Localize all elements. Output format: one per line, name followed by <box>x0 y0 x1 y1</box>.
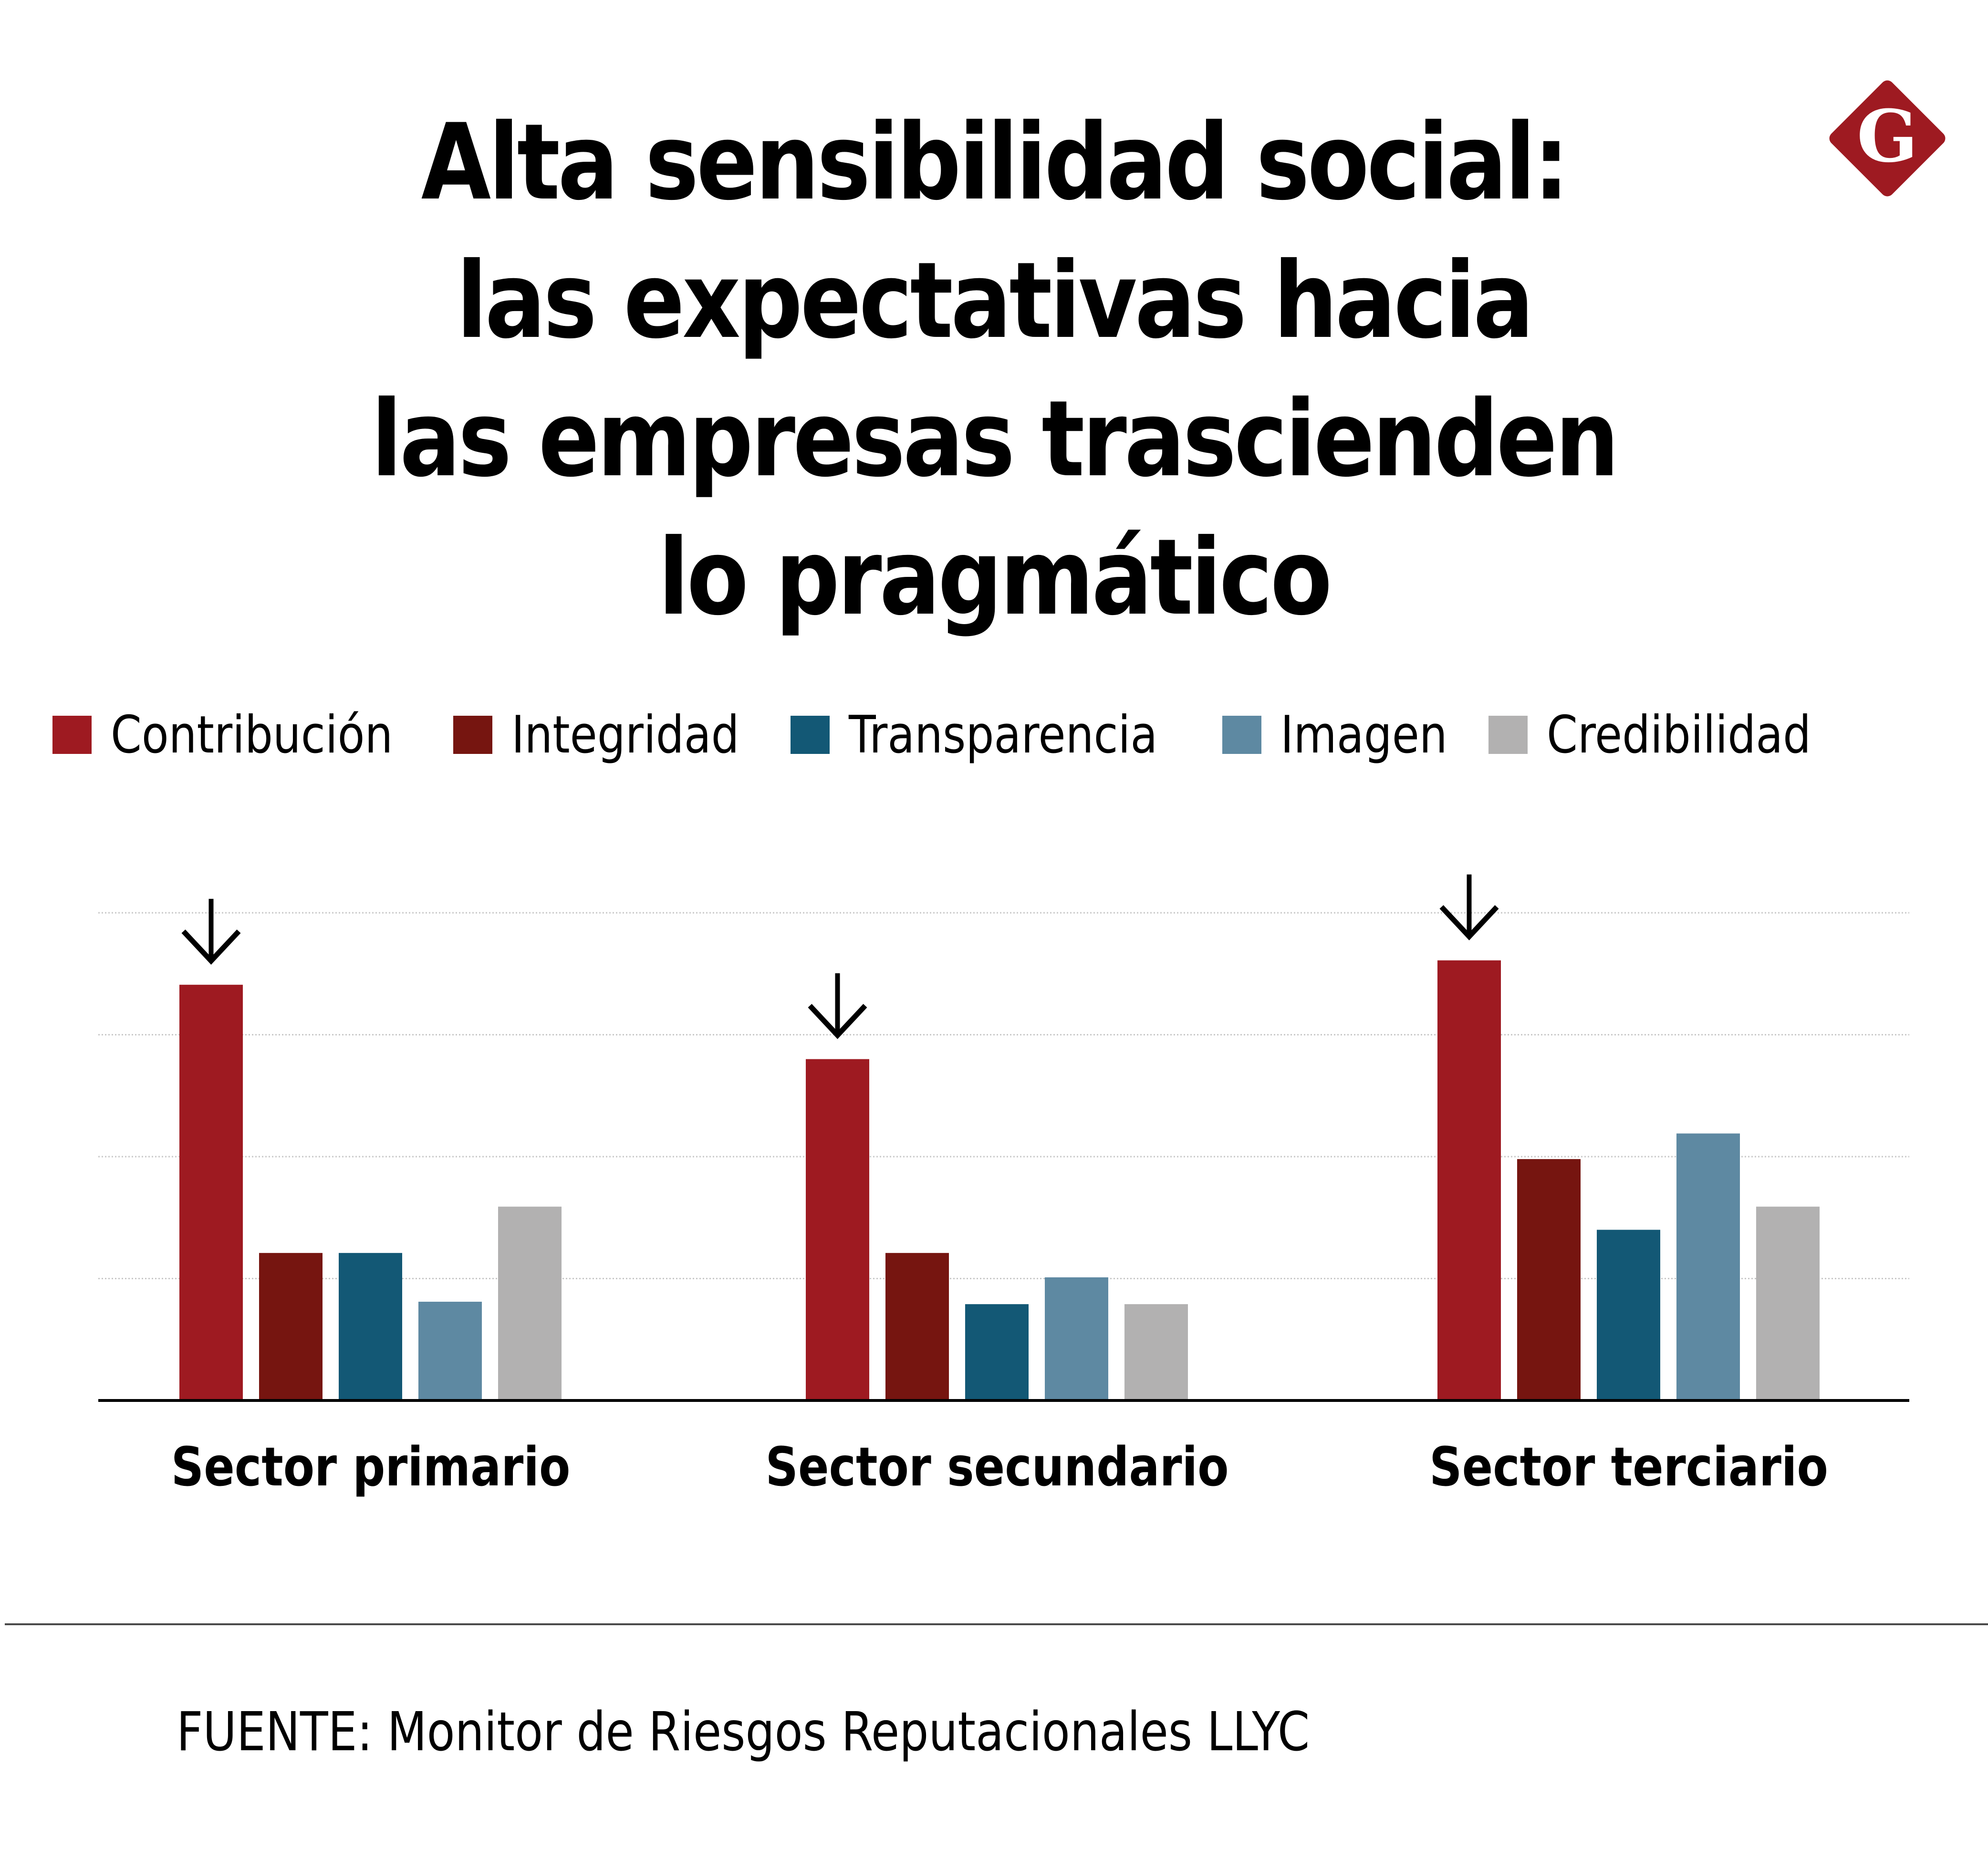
title-line-3: las empresas trascienden <box>371 378 1619 500</box>
legend-label: Integridad <box>511 705 739 765</box>
logo-diamond <box>1829 80 1946 197</box>
legend-item-contribucion: Contribución <box>52 705 420 765</box>
chart-legend: Contribución Integridad Transparencia Im… <box>52 705 1869 765</box>
legend-item-imagen: Imagen <box>1222 705 1456 765</box>
legend-swatch <box>52 716 92 754</box>
legend-item-integridad: Integridad <box>453 705 757 765</box>
bar <box>259 1253 323 1400</box>
category-label-sector-secundario: Sector secundario <box>765 1436 1229 1498</box>
bar <box>418 1302 482 1400</box>
legend-label: Contribución <box>111 705 393 765</box>
legend-swatch <box>1222 716 1261 754</box>
legend-label: Imagen <box>1280 705 1447 765</box>
legend-swatch <box>453 716 492 754</box>
bar <box>965 1304 1029 1400</box>
bar <box>339 1253 402 1400</box>
bar <box>1597 1230 1660 1400</box>
legend-swatch <box>1488 716 1528 754</box>
bar <box>1676 1133 1740 1400</box>
title-line-1: Alta sensibilidad social: <box>421 101 1570 223</box>
legend-item-credibilidad: Credibilidad <box>1488 705 1835 765</box>
bar <box>1045 1277 1108 1400</box>
bar <box>179 984 243 1400</box>
legend-swatch <box>790 716 830 754</box>
category-label-sector-terciario: Sector terciario <box>1429 1436 1828 1498</box>
down-arrow-icon <box>181 898 241 965</box>
bar <box>1517 1159 1581 1400</box>
down-arrow-icon <box>1439 874 1499 940</box>
bar <box>1756 1206 1820 1400</box>
brand-logo-icon: G <box>1829 80 1946 197</box>
footer-divider <box>5 1623 1988 1625</box>
chart-title: Alta sensibilidad social: las expectativ… <box>139 93 1849 647</box>
bar <box>1437 960 1501 1400</box>
legend-label: Credibilidad <box>1547 705 1811 765</box>
title-line-2: las expectativas hacia <box>456 240 1534 362</box>
legend-label: Transparencia <box>848 705 1158 765</box>
title-line-4: lo pragmático <box>658 516 1332 638</box>
bar <box>1124 1304 1188 1400</box>
bar <box>806 1059 869 1400</box>
category-label-sector-primario: Sector primario <box>171 1436 570 1498</box>
source-note: FUENTE: Monitor de Riesgos Reputacionale… <box>177 1701 1310 1763</box>
bar <box>885 1253 949 1400</box>
bar <box>498 1206 562 1400</box>
down-arrow-icon <box>808 973 867 1039</box>
logo-letter: G <box>1857 94 1918 178</box>
legend-item-transparencia: Transparencia <box>790 705 1189 765</box>
